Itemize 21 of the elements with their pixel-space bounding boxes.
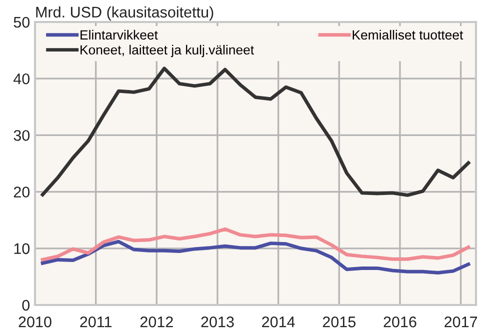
x-tick-label: 2015	[322, 316, 356, 328]
x-tick-label: 2012	[140, 316, 173, 328]
y-tick-label: 20	[14, 186, 30, 198]
y-tick-label: 40	[14, 73, 30, 84]
legend-label: Kemialliset tuotteet	[352, 30, 464, 40]
y-tick-label: 10	[14, 243, 30, 254]
y-tick-label: 30	[14, 130, 30, 141]
line-series	[40, 240, 470, 274]
y-tick-label: 0	[22, 300, 30, 311]
legend-label: Koneet, laitteet ja kulj.välineet	[80, 44, 254, 58]
y-axis-title: Mrd. USD (kausitasoitettu)	[36, 6, 214, 21]
line-series	[40, 227, 470, 262]
legend-label: Elintarvikkeet	[80, 30, 158, 40]
x-tick-label: 2013	[201, 316, 234, 328]
x-tick-label: 2011	[80, 316, 112, 328]
x-tick-label: 2014	[262, 316, 295, 328]
line-series	[40, 66, 470, 197]
y-tick-label: 50	[14, 16, 30, 28]
x-tick-label: 2017	[444, 316, 478, 328]
x-tick-label: 2010	[18, 316, 52, 328]
x-tick-label: 2016	[384, 316, 416, 328]
